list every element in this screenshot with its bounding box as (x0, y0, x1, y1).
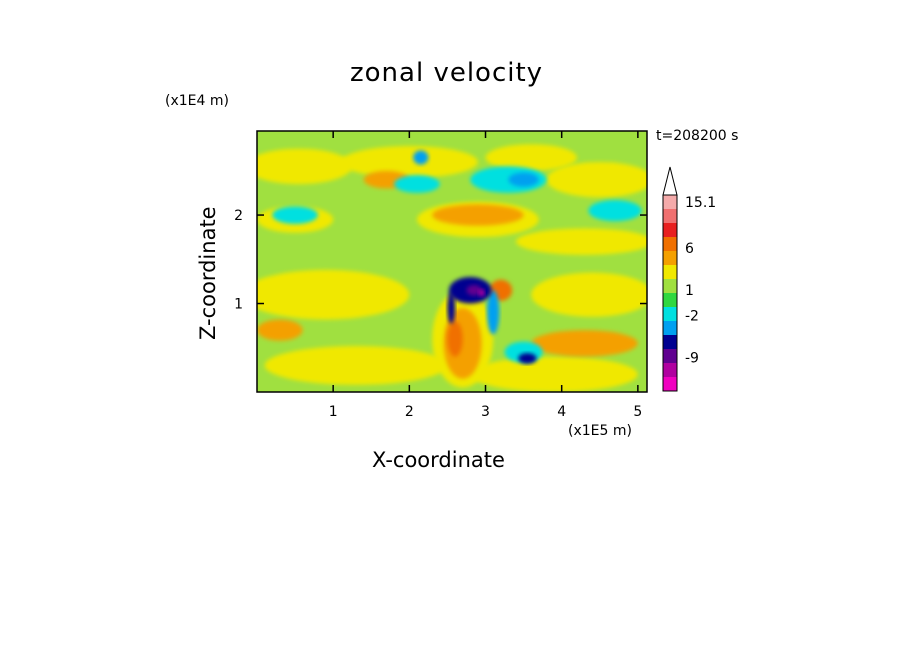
contour-region-3 (546, 161, 647, 198)
colorbar-band-5 (663, 265, 677, 279)
contour-regions (257, 144, 647, 392)
y-tick-label-1: 2 (234, 208, 243, 224)
colorbar-band-4 (663, 251, 677, 265)
contour-region-31 (478, 289, 485, 297)
colorbar-band-6 (663, 279, 677, 293)
colorbar-labels: 15.1 6 1 -2 -9 (685, 195, 716, 366)
x-axis-multiplier: (x1E5 m) (568, 423, 632, 439)
colorbar-label-0: 15.1 (685, 195, 716, 211)
contour-region-0 (257, 148, 353, 185)
contour-region-10 (470, 356, 638, 392)
contour-region-6 (516, 228, 647, 255)
contour-region-14 (531, 330, 638, 357)
colorbar-label-1: 6 (685, 241, 694, 257)
colorbar-band-3 (663, 237, 677, 251)
plot-frame (256, 130, 648, 393)
contour-region-1 (340, 146, 478, 178)
colorbar-band-9 (663, 321, 677, 335)
x-axis-label: X-coordinate (372, 448, 505, 472)
contour-region-2 (485, 144, 577, 171)
colorbar-band-11 (663, 349, 677, 363)
x-tick-label-0: 1 (329, 404, 338, 420)
colorbar (662, 166, 678, 392)
contour-region-26 (487, 290, 500, 335)
colorbar-band-1 (663, 209, 677, 223)
contour-region-22 (394, 175, 440, 193)
contour-region-28 (518, 353, 537, 364)
x-tick-label-4: 5 (633, 404, 642, 420)
y-axis-multiplier: (x1E4 m) (165, 93, 229, 109)
colorbar-band-13 (663, 377, 677, 391)
y-axis-label: Z-coordinate (196, 206, 220, 340)
contour-region-16 (257, 319, 303, 341)
contour-region-25 (508, 172, 539, 187)
colorbar-band-8 (663, 307, 677, 321)
contour-region-18 (447, 321, 463, 357)
y-axis-ticks: 12 (234, 208, 647, 313)
colorbar-band-10 (663, 335, 677, 349)
x-tick-label-1: 2 (405, 404, 414, 420)
colorbar-label-4: -9 (685, 350, 699, 366)
contour-region-8 (531, 272, 647, 317)
y-tick-label-0: 1 (234, 297, 243, 313)
contour-region-9 (264, 345, 448, 385)
colorbar-band-0 (663, 195, 677, 209)
colorbar-label-2: 1 (685, 283, 694, 299)
chart-title: zonal velocity (350, 58, 544, 88)
colorbar-extend-arrow (662, 166, 678, 196)
contour-region-19 (272, 206, 318, 224)
x-axis-ticks: 1 2 3 4 5 (329, 131, 642, 420)
contour-region-30 (466, 284, 482, 296)
contour-region-29 (447, 292, 456, 324)
contour-region-12 (432, 204, 524, 226)
time-label: t=208200 s (656, 128, 739, 144)
colorbar-band-2 (663, 223, 677, 237)
x-tick-label-3: 4 (557, 404, 566, 420)
contour-region-21 (588, 200, 642, 222)
colorbar-band-7 (663, 293, 677, 307)
contour-region-7 (257, 269, 410, 320)
colorbar-label-3: -2 (685, 308, 699, 324)
contour-region-24 (413, 150, 429, 165)
colorbar-frame (662, 194, 678, 392)
x-tick-label-2: 3 (481, 404, 490, 420)
colorbar-band-12 (663, 363, 677, 377)
